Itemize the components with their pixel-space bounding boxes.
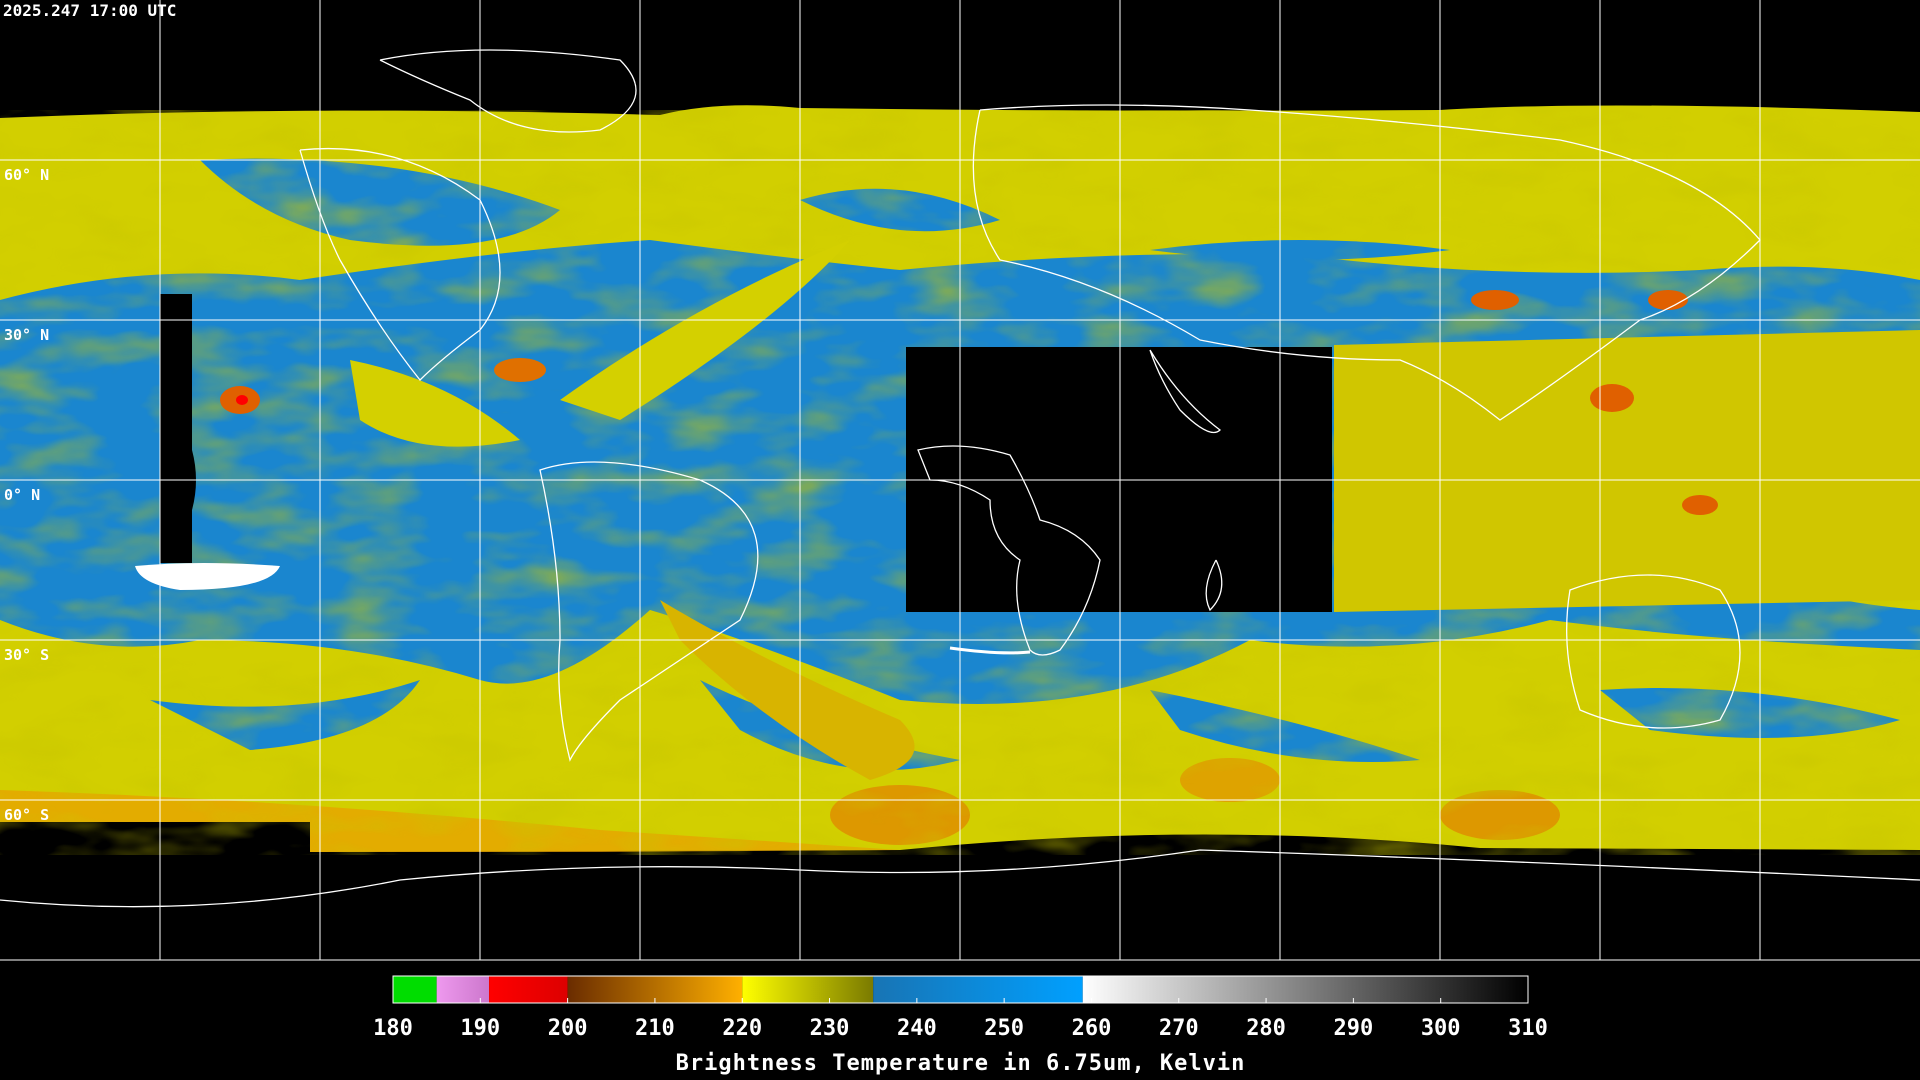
colorbar-tick-label: 180: [373, 1016, 413, 1041]
colorbar-title: Brightness Temperature in 6.75um, Kelvin: [676, 1051, 1246, 1076]
colorbar-segment: [742, 976, 874, 1003]
latitude-label: 0° N: [4, 486, 40, 504]
cloud-cluster: [350, 360, 520, 447]
latitude-label: 60° S: [4, 806, 49, 824]
latitude-label: 30° N: [4, 326, 49, 344]
warm-patch: [135, 563, 280, 590]
storm: [494, 358, 546, 382]
timestamp: 2025.247 17:00 UTC: [3, 1, 176, 20]
latitude-label: 30° S: [4, 646, 49, 664]
storm: [1471, 290, 1519, 310]
colorbar-tick-label: 250: [984, 1016, 1024, 1041]
latitude-label: 60° N: [4, 166, 49, 184]
colorbar-frame: [392, 975, 1529, 1004]
colorbar-tick-label: 300: [1421, 1016, 1461, 1041]
colorbar-tick-label: 310: [1508, 1016, 1548, 1041]
cloud-cluster: [1334, 330, 1920, 612]
warm-patch: [949, 646, 1031, 655]
colorbar-tick-label: 190: [460, 1016, 500, 1041]
colorbar-tick-label: 280: [1246, 1016, 1286, 1041]
colorbar-tick-label: 290: [1334, 1016, 1374, 1041]
colorbar-tick-label: 260: [1072, 1016, 1112, 1041]
colorbar-tick-label: 220: [722, 1016, 762, 1041]
colorbar-tick-label: 230: [810, 1016, 850, 1041]
storm: [236, 395, 248, 405]
colorbar-segment: [436, 976, 490, 1003]
storm: [1590, 384, 1634, 412]
colorbar-tick-label: 200: [548, 1016, 588, 1041]
colorbar-segment: [1082, 976, 1528, 1003]
colorbar-tick-label: 210: [635, 1016, 675, 1041]
no-data-strip: [160, 294, 196, 563]
cloud-cluster: [560, 240, 850, 420]
colorbar-segment: [873, 976, 1083, 1003]
storm: [1648, 290, 1688, 310]
colorbar-segment: [393, 976, 437, 1003]
graticule: [0, 0, 1920, 961]
cloud-cluster: [660, 600, 915, 780]
storm: [1682, 495, 1718, 515]
colorbar-segment: [489, 976, 568, 1003]
colorbar-tick-label: 270: [1159, 1016, 1199, 1041]
colorbar-tick-label: 240: [897, 1016, 937, 1041]
